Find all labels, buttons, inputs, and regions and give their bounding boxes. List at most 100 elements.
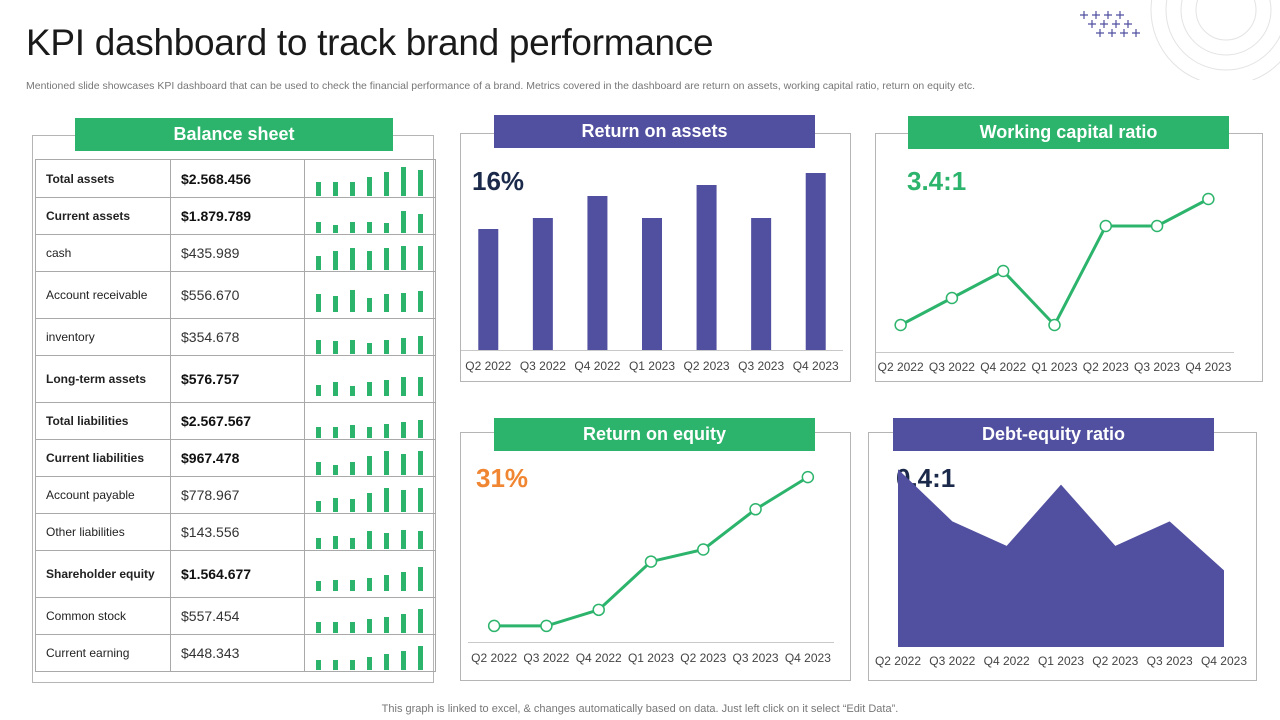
bar-q2-2023 xyxy=(696,185,717,350)
spark-bar xyxy=(418,567,423,591)
spark-bar xyxy=(350,538,355,549)
x-tick-label: Q3 2022 xyxy=(929,360,975,374)
x-tick-label: Q1 2023 xyxy=(628,651,674,665)
row-value: $1.564.677 xyxy=(170,550,305,598)
spark-bar xyxy=(418,531,423,549)
x-tick-label: Q4 2023 xyxy=(1185,360,1231,374)
bar-q3-2023 xyxy=(751,218,772,350)
x-tick-label: Q3 2023 xyxy=(738,359,784,373)
spark-bar xyxy=(384,575,389,591)
spark-bar xyxy=(367,222,372,233)
spark-bar xyxy=(333,660,338,670)
spark-bar xyxy=(350,580,355,591)
row-label: Common stock xyxy=(35,597,171,635)
spark-bar xyxy=(333,251,338,270)
x-tick-label: Q2 2022 xyxy=(878,360,924,374)
spark-bar xyxy=(350,248,355,270)
spark-bar xyxy=(384,223,389,233)
spark-bar xyxy=(350,622,355,633)
bar-q4-2023 xyxy=(805,173,826,350)
spark-bar xyxy=(384,294,389,312)
row-sparkline xyxy=(304,476,436,514)
series-line xyxy=(899,197,1210,328)
row-sparkline xyxy=(304,513,436,551)
spark-bar xyxy=(367,578,372,591)
point-q4-2023 xyxy=(1202,192,1215,206)
spark-bar xyxy=(418,169,423,196)
row-value: $967.478 xyxy=(170,439,305,477)
point-q4-2022 xyxy=(592,603,605,617)
spark-bar xyxy=(333,536,338,549)
spark-bar xyxy=(401,572,406,591)
spark-bar xyxy=(384,171,389,196)
point-q2-2022 xyxy=(487,619,501,633)
spark-bar xyxy=(401,377,406,396)
table-row: Current earning $448.343 xyxy=(35,634,436,672)
spark-bar xyxy=(418,291,423,312)
page-subtitle: Mentioned slide showcases KPI dashboard … xyxy=(26,80,976,92)
spark-bar xyxy=(401,454,406,475)
spark-bar xyxy=(367,493,372,512)
spark-bar xyxy=(384,451,389,475)
series-line xyxy=(494,475,809,628)
spark-bar xyxy=(418,451,423,475)
roe-value: 31% xyxy=(476,463,529,493)
spark-bar xyxy=(333,296,338,312)
x-tick-label: Q3 2022 xyxy=(520,359,566,373)
row-value: $2.567.567 xyxy=(170,402,305,440)
spark-bar xyxy=(333,427,338,438)
balance-sheet-header: Balance sheet xyxy=(75,118,393,151)
row-label: inventory xyxy=(35,318,171,356)
spark-bar xyxy=(384,488,389,512)
x-tick-label: Q2 2023 xyxy=(684,359,730,373)
spark-bar xyxy=(418,646,423,670)
spark-bar xyxy=(316,181,321,196)
x-tick-label: Q1 2023 xyxy=(1038,654,1084,668)
spark-bar xyxy=(401,651,406,670)
row-sparkline xyxy=(304,550,436,598)
spark-bar xyxy=(384,424,389,438)
x-tick-label: Q4 2023 xyxy=(793,359,839,373)
spark-bar xyxy=(350,660,355,670)
spark-bar xyxy=(316,256,321,270)
spark-bar xyxy=(316,294,321,312)
roe-chart: Q2 2022 Q3 2022 Q4 2022 Q1 2023 Q2 2023 Q3 20… xyxy=(468,470,834,665)
spark-bar xyxy=(384,617,389,633)
row-label: Current earning xyxy=(35,634,171,672)
spark-bar xyxy=(367,531,372,549)
spark-bar xyxy=(384,380,389,396)
row-label: Account payable xyxy=(35,476,171,514)
spark-bar xyxy=(401,422,406,438)
row-label: Total liabilities xyxy=(35,402,171,440)
row-sparkline xyxy=(304,271,436,319)
spark-bar xyxy=(316,581,321,591)
x-tick-label: Q3 2023 xyxy=(1147,654,1193,668)
balance-sheet-table: Total assets $2.568.456 Current assets $1.8… xyxy=(35,159,436,672)
table-row: Other liabilities $143.556 xyxy=(35,513,436,551)
x-tick-label: Q4 2022 xyxy=(984,654,1030,668)
row-label: Account receivable xyxy=(35,271,171,319)
point-q4-2022 xyxy=(996,264,1010,278)
x-tick-label: Q2 2023 xyxy=(1092,654,1138,668)
spark-bar xyxy=(333,465,338,475)
spark-bar xyxy=(333,498,338,512)
wcr-chart: Q2 2022 Q3 2022 Q4 2022 Q1 2023 Q2 2023 Q3 20… xyxy=(876,192,1234,374)
spark-bar xyxy=(418,246,423,270)
der-header: Debt-equity ratio xyxy=(893,418,1214,451)
roe-panel xyxy=(460,432,851,681)
spark-bar xyxy=(350,222,355,233)
row-value: $143.556 xyxy=(170,513,305,551)
row-value: $556.670 xyxy=(170,271,305,319)
row-label: Current assets xyxy=(35,197,171,235)
bar-q3-2022 xyxy=(532,218,553,350)
spark-bar xyxy=(418,336,423,354)
table-row: Total liabilities $2.567.567 xyxy=(35,402,436,440)
x-tick-label: Q2 2023 xyxy=(1083,360,1129,374)
spark-bar xyxy=(367,427,372,438)
spark-bar xyxy=(333,382,338,396)
table-row: Account receivable $556.670 xyxy=(35,271,436,319)
row-sparkline xyxy=(304,355,436,403)
point-q1-2023 xyxy=(644,555,658,568)
x-tick-label: Q2 2022 xyxy=(875,654,921,668)
point-q3-2022 xyxy=(540,619,553,633)
